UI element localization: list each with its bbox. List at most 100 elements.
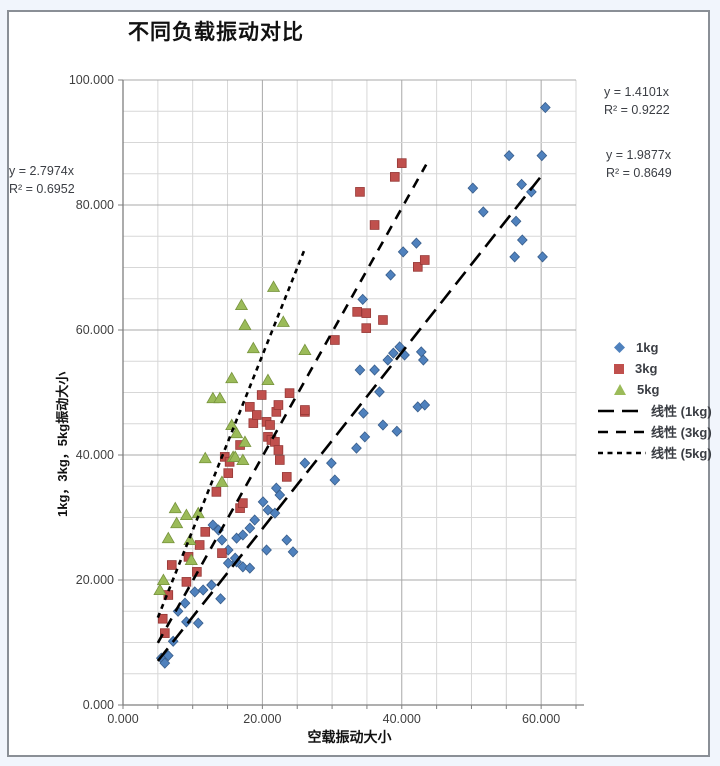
data-point-3kg[interactable]: [378, 315, 388, 325]
data-point-1kg[interactable]: [385, 269, 396, 281]
data-point-3kg[interactable]: [275, 455, 285, 465]
data-point-5kg[interactable]: [236, 453, 250, 465]
data-point-5kg[interactable]: [228, 450, 242, 462]
data-point-5kg[interactable]: [238, 435, 252, 447]
data-point-1kg[interactable]: [216, 534, 228, 546]
data-point-5kg[interactable]: [230, 426, 244, 439]
data-point-5kg[interactable]: [261, 373, 275, 385]
data-point-3kg[interactable]: [217, 548, 227, 558]
data-point-5kg[interactable]: [170, 516, 184, 529]
legend-item-linear-5kg[interactable]: 线性 (5kg): [597, 442, 715, 463]
data-point-3kg[interactable]: [265, 420, 275, 430]
data-point-3kg[interactable]: [238, 498, 248, 508]
data-point-1kg[interactable]: [257, 496, 269, 508]
data-point-3kg[interactable]: [181, 577, 192, 587]
legend-item-3kg[interactable]: 3kg: [597, 358, 715, 379]
data-point-1kg[interactable]: [329, 474, 341, 486]
legend-item-5kg[interactable]: 5kg: [597, 379, 715, 400]
data-point-3kg[interactable]: [194, 540, 205, 550]
data-point-1kg[interactable]: [526, 186, 537, 198]
data-point-3kg[interactable]: [248, 418, 259, 428]
data-point-1kg[interactable]: [237, 529, 249, 541]
data-point-1kg[interactable]: [244, 562, 256, 574]
data-point-1kg[interactable]: [411, 237, 422, 249]
data-point-1kg[interactable]: [374, 386, 385, 398]
data-point-3kg[interactable]: [245, 402, 255, 412]
data-point-1kg[interactable]: [358, 407, 369, 419]
legend-item-1kg[interactable]: 1kg: [597, 337, 715, 358]
data-point-1kg[interactable]: [244, 522, 256, 534]
legend-item-linear-3kg[interactable]: 线性 (3kg): [597, 421, 715, 442]
data-point-5kg[interactable]: [246, 341, 260, 354]
data-point-3kg[interactable]: [361, 323, 372, 333]
data-point-1kg[interactable]: [536, 150, 548, 162]
data-point-1kg[interactable]: [418, 354, 429, 366]
data-point-5kg[interactable]: [215, 475, 229, 487]
data-point-3kg[interactable]: [256, 390, 267, 400]
data-point-3kg[interactable]: [252, 410, 262, 420]
data-point-1kg[interactable]: [516, 234, 528, 246]
data-point-1kg[interactable]: [162, 650, 174, 662]
data-point-5kg[interactable]: [153, 583, 167, 595]
data-point-3kg[interactable]: [273, 445, 284, 455]
data-point-1kg[interactable]: [516, 178, 527, 190]
data-point-3kg[interactable]: [219, 452, 230, 462]
data-point-3kg[interactable]: [300, 405, 310, 415]
data-point-3kg[interactable]: [223, 468, 234, 478]
data-point-3kg[interactable]: [273, 400, 284, 410]
data-point-1kg[interactable]: [281, 534, 293, 546]
data-point-3kg[interactable]: [396, 158, 407, 168]
data-point-5kg[interactable]: [238, 318, 252, 330]
data-point-5kg[interactable]: [213, 391, 227, 404]
data-point-1kg[interactable]: [537, 251, 548, 263]
data-point-3kg[interactable]: [330, 335, 340, 345]
data-point-3kg[interactable]: [355, 187, 365, 197]
data-point-1kg[interactable]: [391, 425, 403, 437]
data-point-3kg[interactable]: [419, 255, 430, 265]
data-point-1kg[interactable]: [189, 586, 201, 598]
data-point-3kg[interactable]: [211, 487, 222, 497]
data-point-5kg[interactable]: [266, 280, 281, 292]
data-point-1kg[interactable]: [382, 354, 394, 366]
data-point-1kg[interactable]: [206, 579, 217, 591]
data-point-1kg[interactable]: [249, 514, 261, 526]
data-point-1kg[interactable]: [351, 442, 362, 454]
data-point-5kg[interactable]: [168, 501, 182, 514]
data-point-3kg[interactable]: [361, 308, 372, 318]
data-point-1kg[interactable]: [197, 584, 209, 596]
data-point-3kg[interactable]: [389, 172, 400, 182]
data-point-1kg[interactable]: [477, 206, 489, 218]
data-point-5kg[interactable]: [225, 371, 239, 384]
data-point-1kg[interactable]: [397, 246, 409, 258]
data-point-1kg[interactable]: [261, 544, 272, 556]
legend-item-linear-1kg[interactable]: 线性 (1kg): [597, 400, 715, 421]
data-point-3kg[interactable]: [157, 613, 168, 624]
data-point-1kg[interactable]: [539, 101, 551, 114]
data-point-5kg[interactable]: [276, 315, 290, 327]
data-point-5kg[interactable]: [234, 298, 249, 310]
data-point-5kg[interactable]: [184, 553, 198, 565]
data-point-1kg[interactable]: [503, 150, 515, 162]
data-point-1kg[interactable]: [394, 341, 406, 353]
data-point-1kg[interactable]: [509, 251, 521, 263]
trendline-线性 (3kg)[interactable]: [156, 163, 428, 644]
data-point-5kg[interactable]: [298, 343, 312, 355]
data-point-1kg[interactable]: [415, 346, 427, 358]
data-point-3kg[interactable]: [200, 527, 211, 537]
data-point-1kg[interactable]: [192, 617, 204, 629]
data-point-1kg[interactable]: [215, 593, 226, 605]
data-point-1kg[interactable]: [326, 457, 337, 469]
data-point-5kg[interactable]: [156, 573, 171, 585]
data-point-3kg[interactable]: [281, 472, 292, 482]
data-point-3kg[interactable]: [369, 220, 380, 230]
data-point-1kg[interactable]: [467, 182, 479, 194]
data-point-1kg[interactable]: [510, 215, 522, 227]
data-point-1kg[interactable]: [357, 293, 369, 305]
data-point-1kg[interactable]: [388, 347, 399, 359]
data-point-1kg[interactable]: [354, 364, 366, 376]
data-point-3kg[interactable]: [166, 560, 177, 570]
data-point-1kg[interactable]: [287, 546, 299, 558]
data-point-5kg[interactable]: [161, 531, 175, 544]
data-point-1kg[interactable]: [207, 519, 219, 531]
data-point-1kg[interactable]: [359, 431, 371, 443]
